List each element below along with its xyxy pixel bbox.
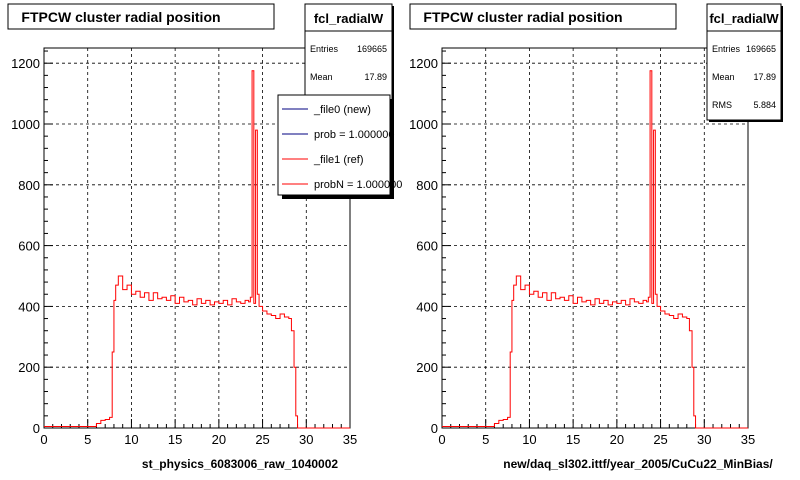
y-tick-label: 1000 [409, 117, 438, 132]
x-tick-label: 20 [610, 432, 624, 447]
x-tick-label: 20 [212, 432, 226, 447]
title-box [7, 3, 275, 30]
y-tick-label: 400 [18, 299, 40, 314]
y-tick-label: 0 [33, 421, 40, 436]
x-axis-label: new/daq_sl302.ittf/year_2005/CuCu22_MinB… [503, 457, 773, 471]
x-tick-label: 25 [255, 432, 269, 447]
legend-entry-label: _file1 (ref) [313, 154, 364, 166]
stats-value: 169665 [357, 44, 387, 54]
stats-label: Mean [712, 72, 735, 82]
y-tick-label: 800 [416, 178, 438, 193]
stats-label: RMS [712, 100, 732, 110]
y-tick-label: 400 [416, 299, 438, 314]
stats-value: 17.89 [753, 72, 776, 82]
stats-box [706, 3, 782, 121]
x-tick-label: 30 [697, 432, 711, 447]
legend-entry-label: _file0 (new) [313, 104, 371, 116]
y-tick-label: 1000 [11, 117, 40, 132]
x-tick-label: 5 [482, 432, 489, 447]
y-tick-label: 0 [431, 421, 438, 436]
stats-box [304, 3, 393, 113]
x-tick-label: 35 [343, 432, 357, 447]
x-tick-label: 15 [566, 432, 580, 447]
plot-frame [441, 47, 749, 429]
y-tick-label: 1200 [11, 56, 40, 71]
stats-label: Mean [310, 72, 333, 82]
stats-box-name: fcl_radialW [314, 11, 384, 26]
stats-value: 169665 [746, 44, 776, 54]
x-tick-label: 5 [84, 432, 91, 447]
stats-label: Entries [712, 44, 741, 54]
title-box [409, 3, 677, 30]
x-tick-label: 25 [653, 432, 667, 447]
stats-value: 5.884 [753, 100, 776, 110]
histogram-series-line [442, 70, 748, 429]
legend-entry-label: prob = 1.000000 [314, 129, 394, 141]
legend-box [277, 94, 391, 196]
legend-entry-label: probN = 1.000000 [314, 179, 402, 191]
x-tick-label: 35 [741, 432, 755, 447]
right-chart-panel: 0 5 10 15 20 25 30 35 0 200 400 600 800 1000 1200 new/d… [409, 3, 783, 471]
y-tick-label: 800 [18, 178, 40, 193]
stats-value: 17.89 [364, 72, 387, 82]
y-tick-label: 1200 [409, 56, 438, 71]
x-axis-label: st_physics_6083006_raw_1040002 [142, 457, 338, 471]
y-tick-label: 200 [18, 360, 40, 375]
x-tick-label: 0 [438, 432, 445, 447]
chart-title: FTPCW cluster radial position [21, 9, 220, 25]
y-tick-label: 600 [416, 239, 438, 254]
x-tick-label: 10 [522, 432, 536, 447]
chart-title: FTPCW cluster radial position [423, 9, 622, 25]
x-tick-label: 15 [168, 432, 182, 447]
x-tick-label: 30 [299, 432, 313, 447]
stats-box-name: fcl_radialW [709, 11, 779, 26]
histogram-series-line [44, 70, 350, 429]
y-tick-label: 200 [416, 360, 438, 375]
y-tick-label: 600 [18, 239, 40, 254]
left-chart-panel: 0 5 10 15 20 25 30 35 0 200 400 600 800 1000 1200 st_ph… [7, 3, 402, 471]
x-tick-label: 0 [40, 432, 47, 447]
stats-label: Entries [310, 44, 339, 54]
x-tick-label: 10 [124, 432, 138, 447]
